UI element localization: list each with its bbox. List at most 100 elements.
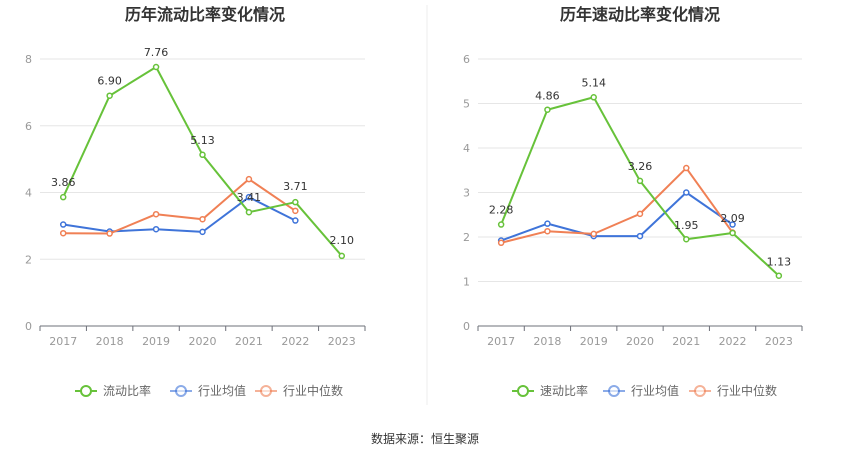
legend-item: 行业中位数: [689, 383, 777, 398]
legend-label: 流动比率: [103, 383, 151, 398]
data-label: 3.41: [237, 191, 262, 204]
x-tick-label: 2023: [328, 335, 356, 348]
x-tick-label: 2020: [626, 335, 654, 348]
data-label: 2.10: [330, 234, 355, 247]
legend-item: 速动比率: [512, 383, 588, 398]
data-source: 数据来源：恒生聚源: [371, 431, 479, 446]
y-tick-label: 3: [463, 187, 470, 200]
chart-title: 历年速动比率变化情况: [560, 5, 720, 24]
series-line-行业中位数: [63, 178, 296, 235]
y-tick-label: 0: [25, 320, 32, 333]
legend-item: 行业均值: [170, 383, 246, 398]
data-point: [292, 207, 299, 215]
x-tick-label: 2018: [533, 335, 561, 348]
y-tick-label: 2: [25, 253, 32, 266]
data-label: 2.09: [720, 212, 745, 225]
legend-item: 行业均值: [603, 383, 679, 398]
data-label: 3.26: [628, 160, 653, 173]
data-label: 3.86: [51, 176, 76, 189]
data-point: [152, 225, 160, 233]
legend-swatch-marker: [517, 385, 529, 397]
x-tick-label: 2017: [487, 335, 515, 348]
data-point: [106, 92, 113, 99]
data-point: [497, 221, 505, 228]
legend-label: 行业中位数: [283, 383, 343, 398]
y-tick-label: 5: [463, 98, 470, 111]
legend-label: 行业均值: [198, 383, 246, 398]
data-point: [683, 164, 690, 172]
x-tick-label: 2020: [189, 335, 217, 348]
x-tick-label: 2019: [580, 335, 608, 348]
legend-label: 速动比率: [540, 383, 588, 398]
legend-label: 行业均值: [631, 383, 679, 398]
legend-swatch-marker: [694, 385, 706, 397]
legend-item: 流动比率: [75, 383, 151, 398]
data-point: [59, 221, 67, 228]
series-line-流动比率: [62, 66, 343, 257]
y-tick-label: 8: [25, 53, 32, 66]
chart-title: 历年流动比率变化情况: [125, 5, 285, 24]
x-tick-label: 2021: [235, 335, 263, 348]
legend-swatch-marker: [260, 385, 272, 397]
data-point: [544, 227, 551, 235]
data-point: [59, 229, 67, 237]
y-tick-label: 1: [463, 276, 470, 289]
data-label: 1.95: [674, 219, 699, 232]
data-label: 7.76: [144, 46, 169, 59]
y-tick-label: 0: [463, 320, 470, 333]
legend-swatch-marker: [80, 385, 92, 397]
data-label: 5.14: [581, 76, 606, 89]
y-tick-label: 4: [25, 187, 32, 200]
data-point: [636, 177, 644, 185]
data-point: [152, 210, 160, 218]
data-label: 6.90: [97, 75, 122, 88]
data-point: [683, 235, 690, 243]
x-tick-label: 2023: [765, 335, 793, 348]
data-point: [245, 208, 253, 216]
data-label: 2.28: [489, 204, 514, 217]
data-point: [590, 230, 597, 238]
data-point: [544, 220, 551, 227]
legend-label: 行业中位数: [717, 383, 777, 398]
current-ratio-chart: 历年流动比率变化情况 0 2 4 6 8 2017 2018 2019 2020 2021 2022 2…: [25, 5, 366, 398]
legend-swatch-marker: [608, 385, 620, 397]
data-point: [729, 221, 736, 228]
y-tick-label: 2: [463, 231, 470, 244]
quick-ratio-chart: 历年速动比率变化情况 0 1 2 3 4 5 6 2017 2018 2019 2020 2021 202…: [463, 5, 803, 398]
data-point: [292, 198, 299, 206]
x-tick-label: 2018: [96, 335, 124, 348]
data-point: [497, 239, 505, 247]
data-label: 3.71: [283, 180, 308, 193]
series-line-行业均值: [500, 191, 734, 242]
data-point: [729, 229, 736, 237]
data-label: 4.86: [535, 90, 560, 103]
data-point: [544, 106, 551, 113]
data-point: [152, 63, 160, 71]
y-tick-label: 6: [25, 120, 32, 133]
data-point: [683, 189, 690, 196]
data-point: [199, 228, 206, 236]
data-point: [590, 94, 597, 101]
data-point: [292, 217, 299, 224]
data-point: [338, 252, 346, 260]
y-tick-label: 4: [463, 142, 470, 155]
legend-item: 行业中位数: [255, 383, 343, 398]
data-point: [775, 272, 783, 279]
data-point: [106, 230, 113, 237]
x-tick-label: 2022: [719, 335, 747, 348]
data-label: 1.13: [767, 256, 792, 269]
series-line-行业均值: [63, 196, 296, 233]
data-point: [199, 215, 206, 223]
x-tick-label: 2021: [672, 335, 700, 348]
series-line-速动比率: [500, 96, 780, 277]
y-tick-label: 6: [463, 53, 470, 66]
data-point: [636, 232, 644, 240]
data-point: [245, 193, 253, 201]
data-point: [636, 210, 644, 218]
legend-swatch-marker: [175, 385, 187, 397]
data-point: [199, 151, 206, 159]
data-point: [245, 175, 253, 183]
x-tick-label: 2019: [142, 335, 170, 348]
